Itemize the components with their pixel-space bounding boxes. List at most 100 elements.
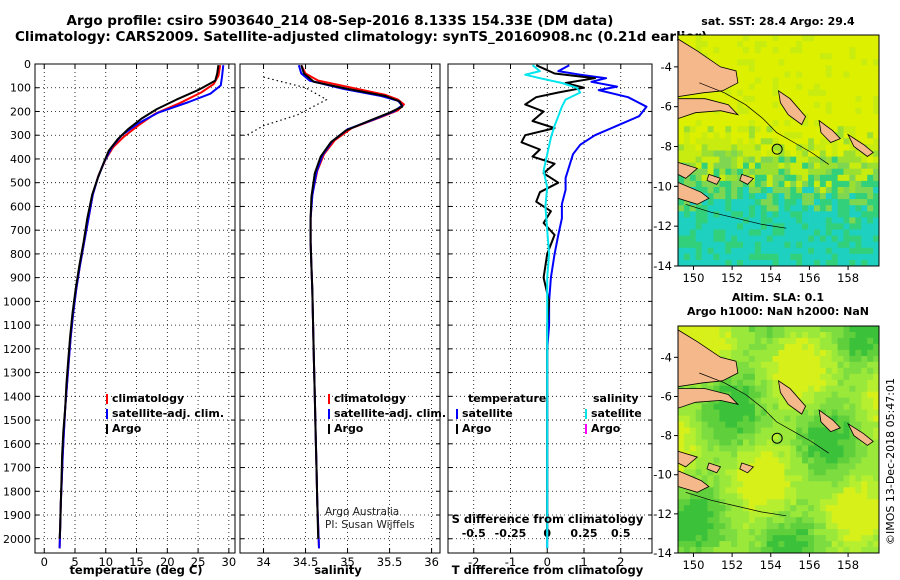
- map-cell: [825, 53, 833, 60]
- map-cell: [867, 193, 874, 200]
- map-cell: [849, 421, 856, 428]
- map-y-tick-label: -10: [653, 468, 672, 482]
- map-cell: [867, 65, 874, 72]
- map-cell: [748, 373, 756, 381]
- map-cell: [778, 361, 785, 369]
- map-cell: [814, 199, 821, 206]
- map-cell: [837, 138, 844, 145]
- map-cell: [707, 487, 714, 494]
- legend-label: satellite-adj. clim.: [334, 407, 447, 420]
- map-cell: [731, 451, 738, 458]
- map-cell: [731, 517, 738, 524]
- map-cell: [701, 180, 708, 188]
- map-y-tick-label: -12: [653, 507, 672, 521]
- map-cell: [754, 162, 762, 170]
- map-cell: [701, 126, 708, 133]
- map-cell: [754, 547, 762, 554]
- map-cell: [796, 493, 803, 500]
- map-cell: [760, 541, 768, 548]
- map-cell: [719, 326, 726, 333]
- map-cell: [849, 332, 856, 339]
- map-cell: [760, 95, 768, 103]
- map-cell: [683, 229, 691, 236]
- map-cell: [784, 162, 791, 170]
- map-cell: [760, 199, 768, 206]
- map-cell: [802, 361, 809, 369]
- map-cell: [683, 415, 691, 422]
- map-cell: [731, 150, 738, 157]
- map-cell: [713, 343, 720, 351]
- map-cell: [814, 95, 821, 103]
- map-cell: [760, 343, 768, 351]
- map-cell: [837, 205, 844, 212]
- map-cell: [772, 53, 779, 60]
- map-cell: [731, 349, 738, 357]
- map-cell: [689, 138, 697, 145]
- map-cell: [701, 199, 708, 206]
- difference-legend-salinity: salinity satellite Argo: [585, 391, 642, 436]
- map-cell: [695, 138, 702, 145]
- map-cell: [731, 235, 738, 243]
- map-cell: [754, 247, 762, 255]
- map-cell: [814, 259, 821, 267]
- map-cell: [678, 120, 685, 127]
- map-cell: [808, 445, 815, 452]
- map-cell: [760, 217, 768, 224]
- map-cell: [701, 451, 708, 458]
- map-cell: [760, 529, 768, 536]
- map-cell: [707, 168, 714, 176]
- map-cell: [725, 41, 732, 48]
- map-cell: [695, 403, 702, 411]
- map-cell: [831, 156, 838, 164]
- map-cell: [701, 445, 708, 452]
- map-cell: [725, 150, 732, 157]
- map-cell: [814, 126, 821, 133]
- map-cell: [707, 332, 714, 339]
- map-cell: [701, 332, 708, 339]
- land-mass: [677, 98, 740, 120]
- map-cell: [766, 41, 773, 48]
- map-cell: [808, 162, 815, 170]
- map-cell: [849, 409, 856, 416]
- map-cell: [867, 53, 874, 60]
- map-cell: [861, 487, 868, 494]
- map-cell: [790, 217, 797, 224]
- map-cell: [784, 326, 791, 333]
- map-cell: [861, 126, 868, 133]
- map-cell: [814, 247, 821, 255]
- map-cell: [849, 403, 856, 411]
- map-cell: [837, 241, 844, 249]
- map-cell: [689, 229, 697, 236]
- map-cell: [683, 235, 691, 243]
- map-cell: [873, 229, 880, 236]
- legend-label: Argo: [112, 422, 142, 435]
- map-cell: [766, 229, 773, 236]
- map-frame: [677, 34, 880, 267]
- map-cell: [819, 162, 827, 170]
- map-cell: [843, 475, 850, 482]
- map-cell: [819, 535, 827, 542]
- map-cell: [802, 499, 809, 506]
- map-cell: [701, 337, 708, 345]
- map-cell: [808, 415, 815, 422]
- map-cell: [849, 379, 856, 387]
- map-cell: [843, 114, 850, 121]
- map-cell: [849, 211, 856, 218]
- map-cell: [831, 138, 838, 145]
- map-cell: [867, 373, 874, 381]
- map-cell: [695, 427, 702, 434]
- map-cell: [796, 379, 803, 387]
- map-cell: [737, 397, 744, 405]
- map-cell: [796, 457, 803, 464]
- map-cell: [831, 469, 838, 476]
- map-cell: [689, 529, 697, 536]
- map-cell: [772, 187, 779, 194]
- map-cell: [861, 463, 868, 470]
- map-cell: [743, 241, 750, 249]
- map-cell: [837, 373, 844, 381]
- map-cell: [766, 47, 773, 54]
- map-cell: [748, 138, 756, 145]
- map-cell: [873, 463, 880, 470]
- map-cell: [873, 403, 880, 411]
- map-cell: [748, 379, 756, 387]
